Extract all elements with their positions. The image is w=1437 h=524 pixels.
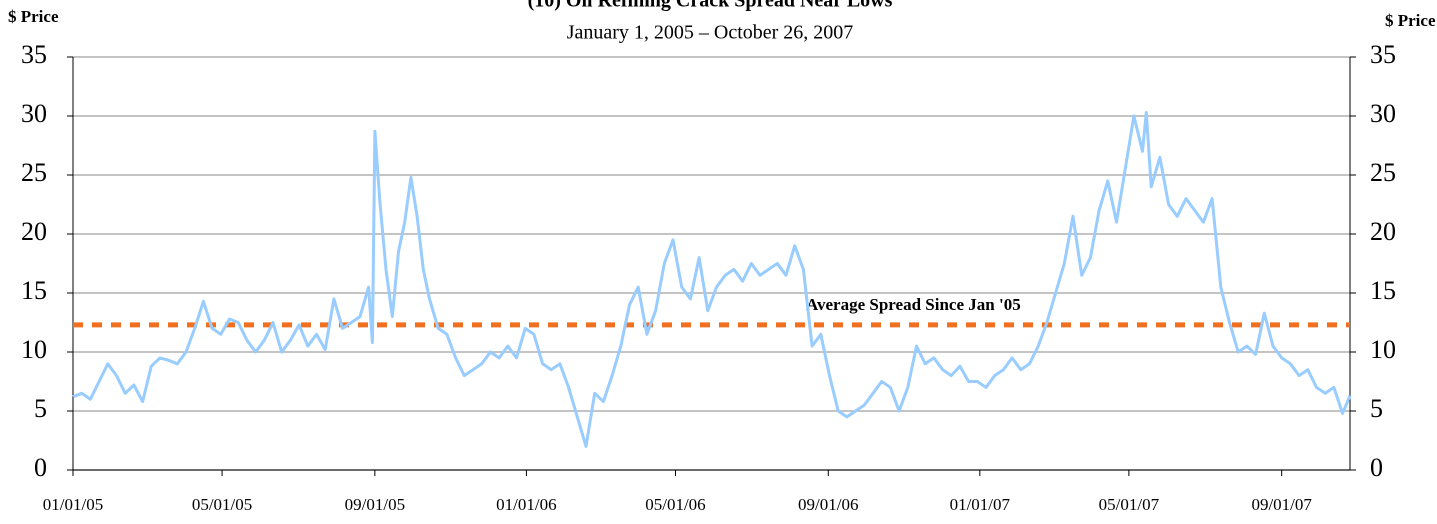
y2-tick-label: 35 — [1370, 40, 1396, 69]
y-tick-label: 5 — [34, 394, 47, 423]
x-tick-label: 05/01/05 — [192, 495, 252, 514]
average-label: Average Spread Since Jan '05 — [806, 295, 1021, 314]
price-line — [72, 111, 1352, 448]
y2-tick-label: 20 — [1370, 217, 1396, 246]
y2-tick-label: 5 — [1370, 394, 1383, 423]
chart-title: (10) Oil Refining Crack Spread Near Lows — [528, 0, 893, 12]
x-tick-label: 01/01/07 — [950, 495, 1011, 514]
x-tick-label: 09/01/07 — [1251, 495, 1312, 514]
y2-tick-label: 15 — [1370, 276, 1396, 305]
y2-axis-label: $ Price — [1385, 11, 1436, 30]
y-tick-label: 35 — [21, 40, 47, 69]
y-tick-label: 25 — [21, 158, 47, 187]
y-axis-label: $ Price — [8, 7, 59, 26]
y2-tick-label: 10 — [1370, 335, 1396, 364]
x-tick-label: 09/01/06 — [798, 495, 858, 514]
y-tick-label: 30 — [21, 99, 47, 128]
x-tick-label: 05/01/06 — [645, 495, 705, 514]
x-tick-label: 01/01/06 — [496, 495, 556, 514]
x-tick-label: 05/01/07 — [1099, 495, 1160, 514]
y-tick-label: 0 — [34, 453, 47, 482]
y-tick-label: 20 — [21, 217, 47, 246]
y2-tick-label: 30 — [1370, 99, 1396, 128]
x-tick-label: 01/01/05 — [43, 495, 103, 514]
x-tick-label: 09/01/05 — [345, 495, 405, 514]
y2-tick-label: 25 — [1370, 158, 1396, 187]
y-tick-label: 10 — [21, 335, 47, 364]
chart-subtitle: January 1, 2005 – October 26, 2007 — [567, 22, 854, 44]
y2-tick-label: 0 — [1370, 453, 1383, 482]
y-tick-label: 15 — [21, 276, 47, 305]
